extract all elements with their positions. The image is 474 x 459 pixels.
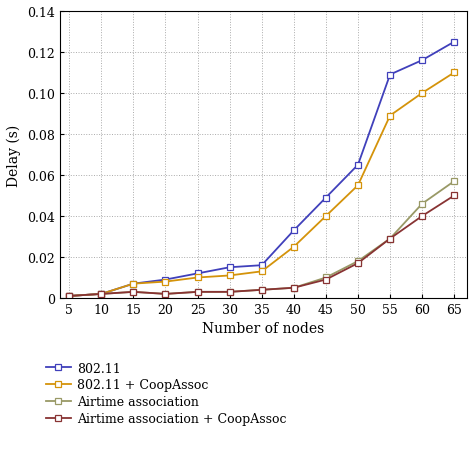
- 802.11: [195, 271, 201, 277]
- 802.11 + CoopAssoc: [163, 279, 168, 285]
- Airtime association + CoopAssoc: [66, 294, 72, 299]
- 802.11: [291, 228, 297, 234]
- Line: 802.11: 802.11: [66, 39, 457, 299]
- 802.11 + CoopAssoc: [291, 245, 297, 250]
- Y-axis label: Delay (s): Delay (s): [7, 124, 21, 186]
- 802.11 + CoopAssoc: [66, 294, 72, 299]
- Airtime association + CoopAssoc: [419, 214, 425, 219]
- Airtime association: [291, 285, 297, 291]
- Airtime association: [99, 291, 104, 297]
- Airtime association + CoopAssoc: [451, 193, 457, 199]
- Line: Airtime association: Airtime association: [66, 179, 457, 299]
- 802.11: [259, 263, 264, 269]
- Airtime association: [130, 290, 136, 295]
- Airtime association + CoopAssoc: [291, 285, 297, 291]
- 802.11 + CoopAssoc: [323, 214, 329, 219]
- Legend: 802.11, 802.11 + CoopAssoc, Airtime association, Airtime association + CoopAssoc: 802.11, 802.11 + CoopAssoc, Airtime asso…: [46, 362, 286, 425]
- 802.11 + CoopAssoc: [195, 275, 201, 280]
- 802.11: [227, 265, 233, 270]
- Airtime association: [163, 291, 168, 297]
- 802.11: [387, 73, 393, 78]
- Airtime association: [195, 290, 201, 295]
- Airtime association: [387, 236, 393, 242]
- Airtime association + CoopAssoc: [323, 277, 329, 283]
- Airtime association + CoopAssoc: [355, 261, 361, 266]
- Airtime association + CoopAssoc: [227, 290, 233, 295]
- Airtime association + CoopAssoc: [259, 287, 264, 293]
- 802.11 + CoopAssoc: [130, 281, 136, 287]
- Airtime association: [451, 179, 457, 185]
- Airtime association + CoopAssoc: [99, 291, 104, 297]
- Airtime association + CoopAssoc: [195, 290, 201, 295]
- 802.11: [163, 277, 168, 283]
- 802.11 + CoopAssoc: [227, 273, 233, 279]
- 802.11: [323, 196, 329, 201]
- 802.11 + CoopAssoc: [419, 91, 425, 96]
- 802.11: [451, 40, 457, 45]
- 802.11 + CoopAssoc: [259, 269, 264, 274]
- Airtime association + CoopAssoc: [163, 291, 168, 297]
- 802.11 + CoopAssoc: [355, 183, 361, 189]
- Line: 802.11 + CoopAssoc: 802.11 + CoopAssoc: [66, 70, 457, 299]
- Airtime association: [419, 202, 425, 207]
- 802.11: [355, 162, 361, 168]
- Airtime association: [227, 290, 233, 295]
- Airtime association: [323, 275, 329, 280]
- Line: Airtime association + CoopAssoc: Airtime association + CoopAssoc: [66, 193, 457, 299]
- Airtime association: [355, 259, 361, 264]
- 802.11: [130, 281, 136, 287]
- 802.11: [419, 58, 425, 64]
- X-axis label: Number of nodes: Number of nodes: [202, 322, 325, 336]
- 802.11: [99, 291, 104, 297]
- 802.11 + CoopAssoc: [451, 71, 457, 76]
- 802.11 + CoopAssoc: [99, 291, 104, 297]
- Airtime association: [259, 287, 264, 293]
- Airtime association: [66, 294, 72, 299]
- Airtime association + CoopAssoc: [387, 236, 393, 242]
- 802.11 + CoopAssoc: [387, 113, 393, 119]
- 802.11: [66, 294, 72, 299]
- Airtime association + CoopAssoc: [130, 290, 136, 295]
